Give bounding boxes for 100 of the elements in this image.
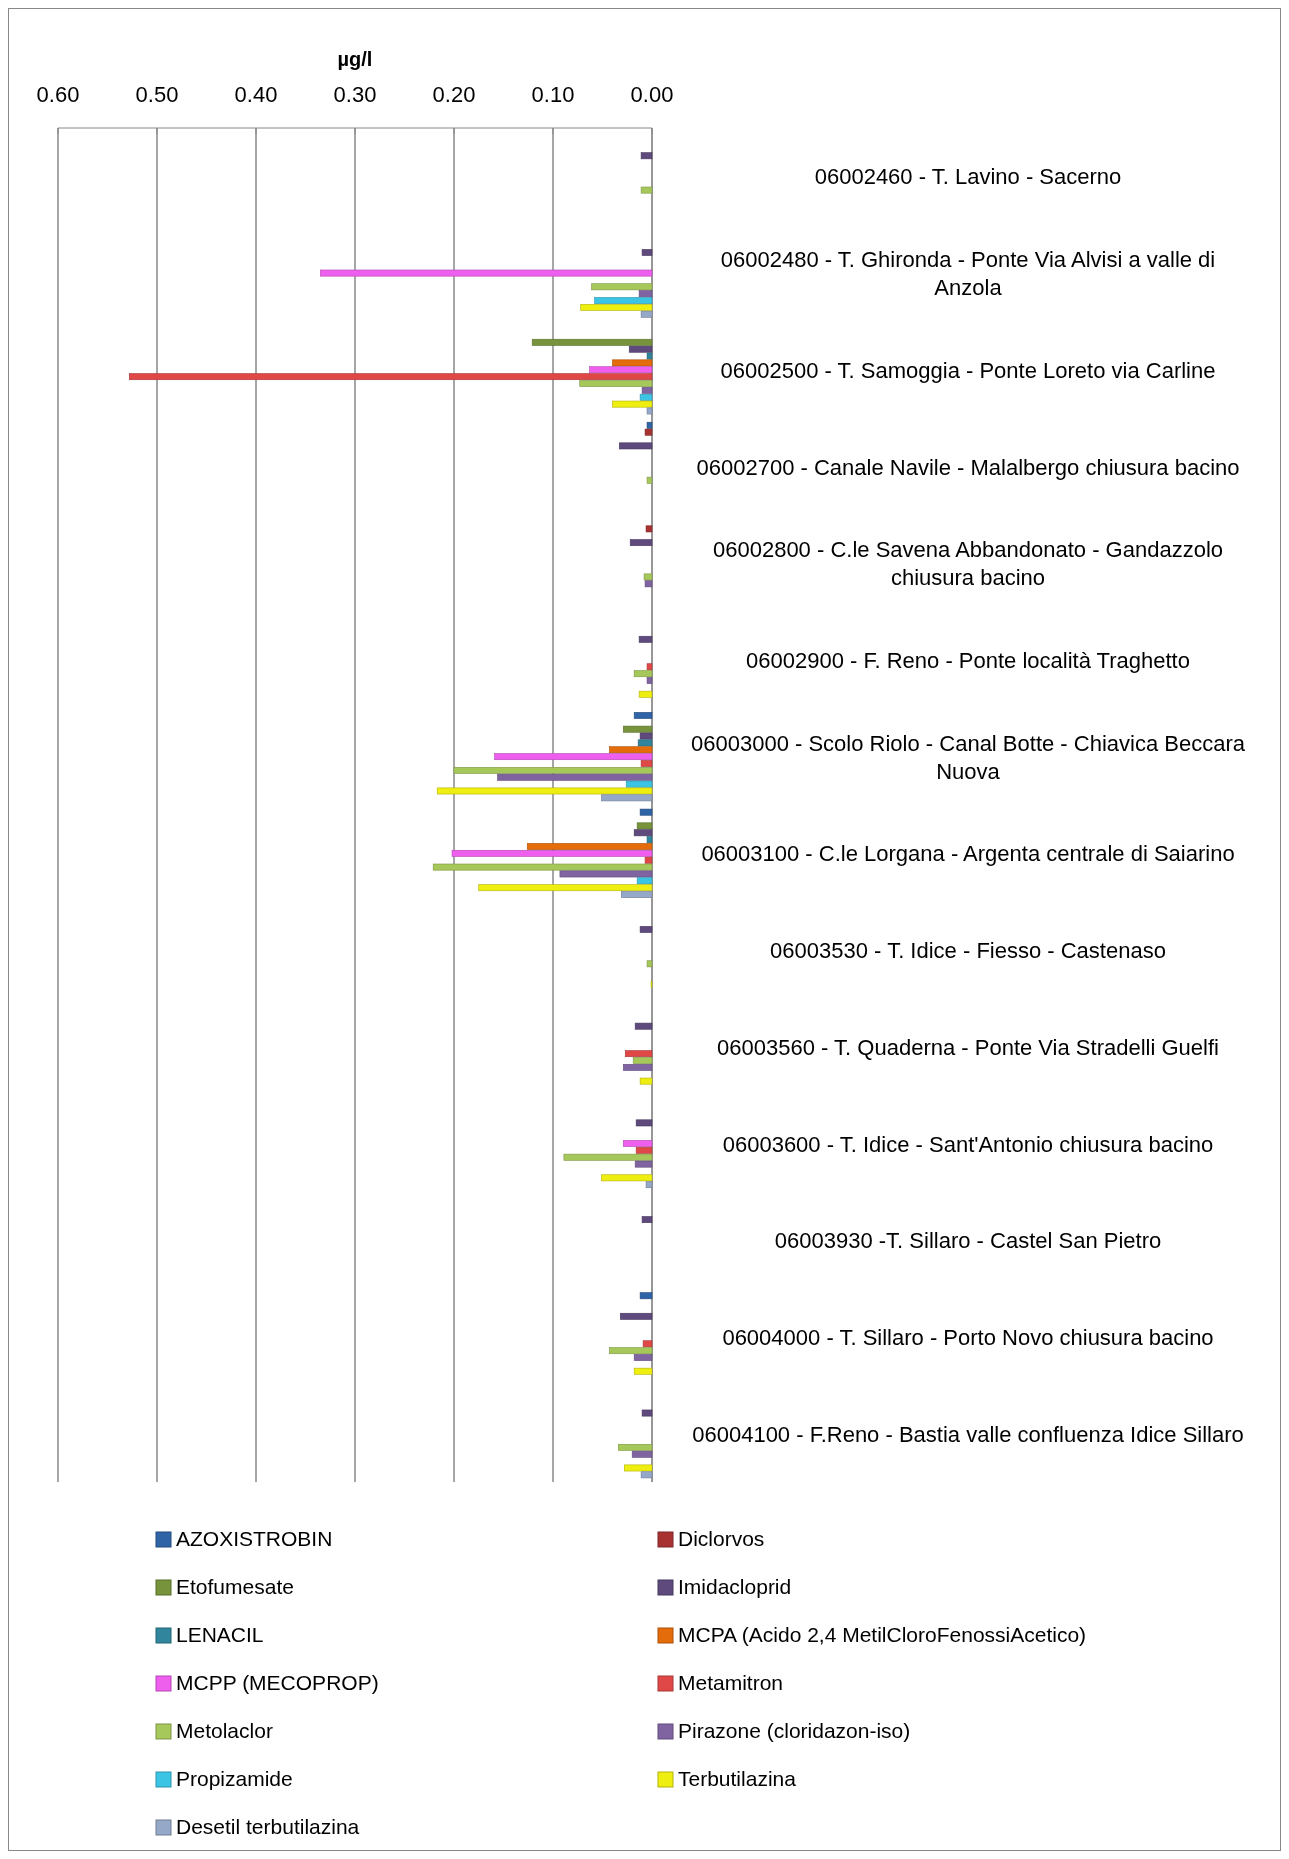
y-tick-label: 06004000 - T. Sillaro - Porto Novo chiusura bacino [722,1324,1214,1350]
bar [624,1050,653,1058]
bar [622,1140,653,1147]
x-tick-label: 0.40 [234,82,278,107]
y-tick-label: 06004100 - F.Reno - Bastia valle confluenza Idice Sillaro [692,1421,1244,1447]
bar [646,960,653,968]
y-tick-label: 06003000 - Scolo Riolo - Canal Botte - Chiavica Beccara Nuova [691,730,1246,784]
bar [641,249,653,256]
bar [436,787,653,795]
bar [622,1063,653,1071]
bar [636,877,653,885]
bar [639,926,653,933]
bar [629,539,653,547]
bar [645,1181,653,1189]
y-tick-label: 06003530 - T. Idice - Fiesso - Castenaso [770,938,1166,964]
bar [609,746,653,754]
bar [639,1292,653,1300]
bar [646,476,653,484]
y-tick-label: 06002800 - C.le Savena Abbandonato - Gandazzolo chiusura bacino [712,537,1224,591]
bar [453,766,653,774]
bar [620,1312,653,1320]
bar [625,780,653,788]
bar [621,891,653,898]
bar [641,386,653,394]
bar [644,428,653,436]
bar [635,1119,653,1127]
bar [646,836,653,844]
bar [609,1347,653,1355]
bar [643,573,653,581]
bar [478,884,653,892]
bar [636,822,653,830]
bar [639,732,653,740]
bar [634,1022,653,1030]
x-axis-title: µg/l [337,48,373,70]
bar [580,304,653,311]
legend-label: Metamitron [678,1671,784,1694]
bar [633,670,653,678]
bar [633,712,653,719]
bar [622,725,653,733]
bar [640,152,653,160]
x-tick-label: 0.10 [531,82,575,107]
bar [639,1077,653,1085]
bar [612,359,653,367]
bar [579,380,653,387]
bar [646,677,653,684]
bar [640,760,653,767]
legend-label: Metolaclor [176,1719,273,1742]
bar [641,1409,653,1417]
y-tick-label: 06002480 - T. Ghironda - Ponte Via Alvisi a valle di Anzola [720,247,1216,301]
bar [432,863,653,871]
legend-label: LENACIL [176,1623,264,1646]
bar [494,753,653,761]
bar [644,856,653,864]
bar [633,829,653,837]
bar [618,1443,653,1451]
bar [612,400,653,408]
bar [638,690,653,698]
bar [633,1354,653,1361]
bar [640,186,653,194]
x-tick-label: 0.60 [36,82,80,107]
bar [637,739,653,747]
y-tick-label: 06002460 - T. Lavino - Sacerno [814,164,1122,190]
bar [623,1464,653,1472]
bar [638,635,653,643]
bar [638,290,653,298]
legend-label: Desetil terbutilazina [176,1815,360,1838]
bar [589,366,653,374]
bar [591,283,653,291]
bar [646,663,653,671]
bar [531,338,653,346]
x-tick-label: 0.50 [135,82,179,107]
bar [641,1216,653,1224]
bar [645,525,653,533]
bar [642,1340,653,1348]
legend-label: MCPP (MECOPROP) [176,1671,379,1694]
bar [646,407,653,415]
bar [628,345,653,353]
y-tick-label: 06002500 - T. Samoggia - Ponte Loreto via Carline [720,357,1216,383]
legend-label: Etofumesate [176,1575,294,1598]
x-tick-label: 0.00 [630,82,674,107]
bar [563,1153,653,1161]
bar [631,1450,653,1458]
x-tick-label: 0.20 [432,82,476,107]
bar [633,1367,653,1375]
bar [559,870,653,878]
y-tick-label: 06003560 - T. Quaderna - Ponte Via Stradelli Guelfi [717,1034,1219,1060]
bar [635,1146,653,1154]
bar [640,310,653,318]
x-tick-label: 0.30 [333,82,377,107]
bar [451,849,653,857]
bar [601,794,653,802]
legend-label: AZOXISTROBIN [176,1527,333,1550]
bar [644,580,653,588]
legend-label: Imidacloprid [678,1575,792,1598]
bar [601,1174,653,1182]
y-tick-label: 06003100 - C.le Lorgana - Argenta centrale di Saiarino [701,841,1235,867]
legend-label: MCPA (Acido 2,4 MetilCloroFenossiAcetico) [678,1623,1087,1646]
bar [640,1471,653,1479]
legend-label: Terbutilazina [678,1767,797,1790]
bar [128,373,653,381]
